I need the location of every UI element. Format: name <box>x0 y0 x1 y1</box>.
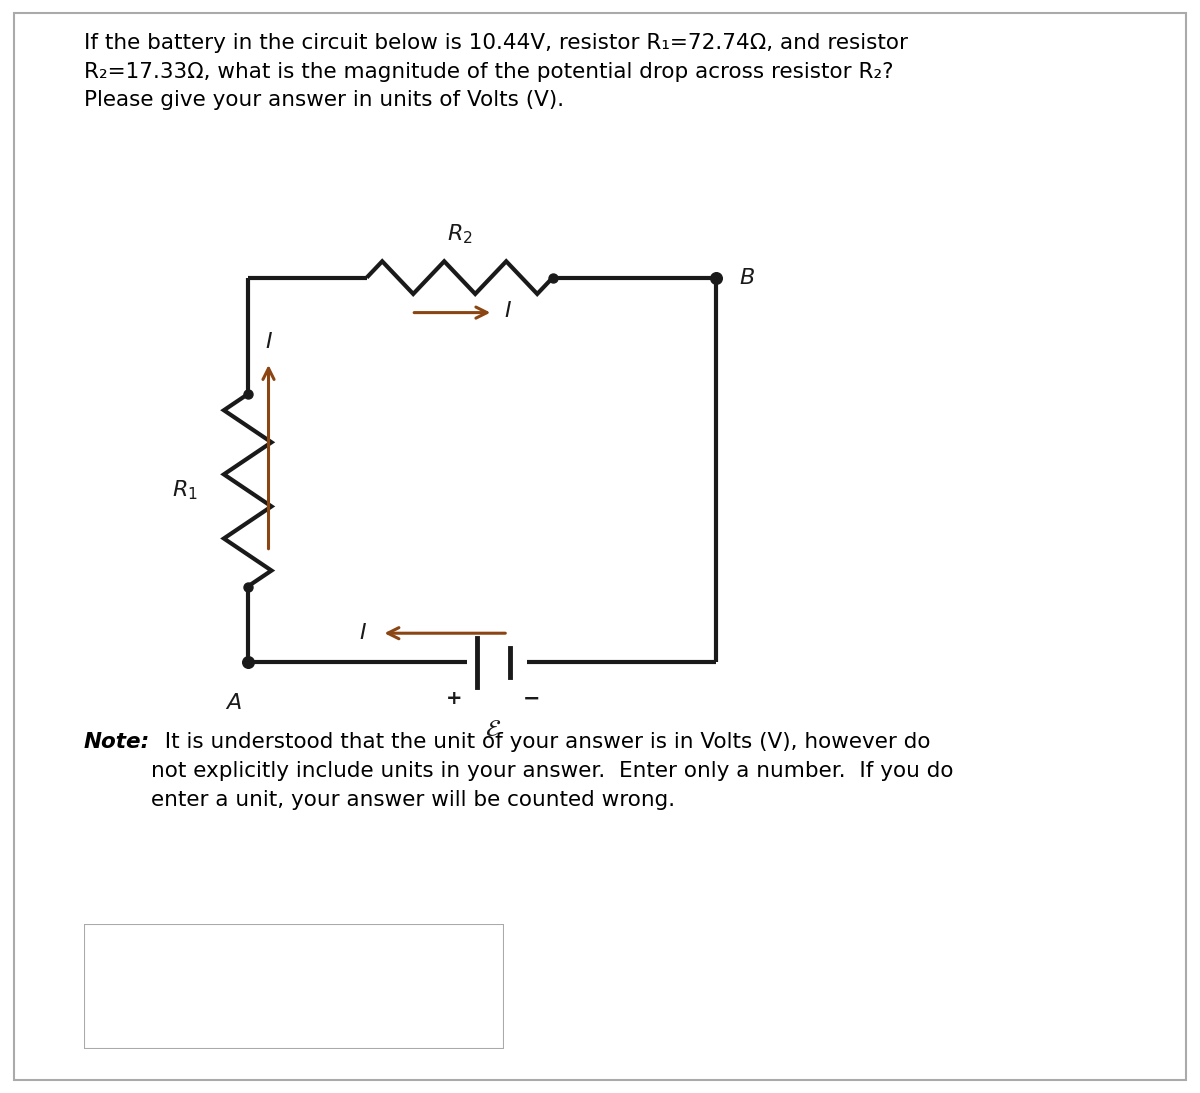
Text: −: − <box>523 689 541 708</box>
Text: +: + <box>446 689 463 708</box>
Text: $I$: $I$ <box>504 301 512 321</box>
Text: $I$: $I$ <box>359 623 367 643</box>
Point <box>238 654 257 671</box>
Text: $\mathcal{E}$: $\mathcal{E}$ <box>485 717 502 741</box>
Point <box>238 386 257 403</box>
Point <box>707 269 726 286</box>
Text: It is understood that the unit of your answer is in Volts (V), however do
not ex: It is understood that the unit of your a… <box>150 732 953 810</box>
Text: Note:: Note: <box>84 732 150 752</box>
Point <box>238 578 257 596</box>
Point <box>544 269 563 286</box>
Text: $A$: $A$ <box>224 693 241 713</box>
Text: $B$: $B$ <box>739 268 755 287</box>
Text: $R_1$: $R_1$ <box>172 479 197 502</box>
Text: If the battery in the circuit below is 10.44V, resistor R₁=72.74Ω, and resistor
: If the battery in the circuit below is 1… <box>84 33 908 110</box>
Text: $R_2$: $R_2$ <box>446 222 473 246</box>
Text: $I$: $I$ <box>264 332 272 352</box>
